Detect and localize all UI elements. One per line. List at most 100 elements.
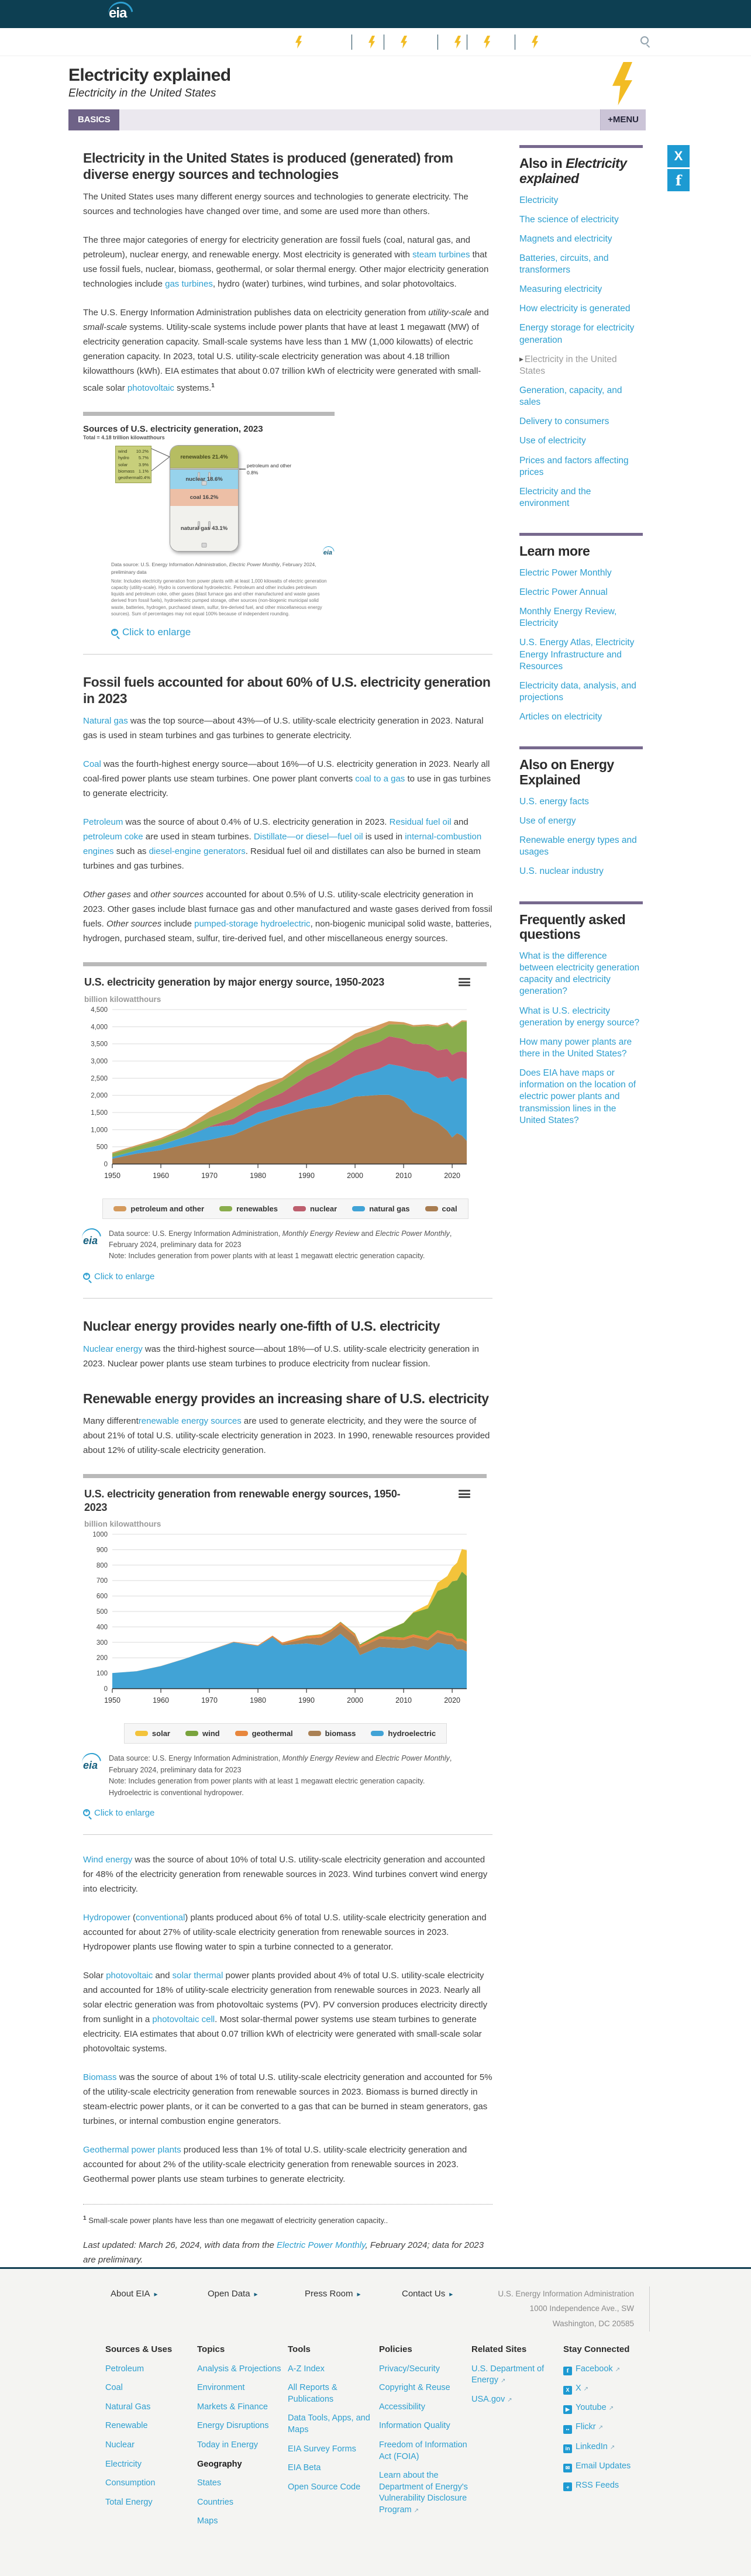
inline-link[interactable]: Natural gas (83, 716, 128, 726)
sidebar-link[interactable]: Electricity and the environment (519, 486, 591, 509)
footer-link[interactable]: Consumption (105, 2478, 156, 2488)
footer-link[interactable]: Accessibility (379, 2402, 425, 2412)
click-to-enlarge-link[interactable]: Click to enlarge (111, 626, 191, 638)
footer-link[interactable]: Facebook (576, 2364, 613, 2374)
footer-link[interactable]: Natural Gas (105, 2402, 151, 2412)
sidebar-link[interactable]: Measuring electricity (519, 284, 602, 295)
footer-link[interactable]: Markets & Finance (197, 2402, 268, 2412)
sidebar-link[interactable]: Magnets and electricity (519, 233, 612, 244)
footer-link[interactable]: Countries (197, 2497, 234, 2507)
footer-link[interactable]: A-Z Index (288, 2364, 325, 2374)
footer-link[interactable]: Petroleum (105, 2364, 144, 2374)
menu-button[interactable]: +MENU (600, 109, 646, 130)
footer-link[interactable]: Learn about the Department of Energy's V… (379, 2471, 468, 2515)
inline-link[interactable]: Geothermal power plants (83, 2145, 181, 2155)
sidebar-link[interactable]: Electricity (519, 195, 559, 205)
footer-link[interactable]: Environment (197, 2383, 245, 2393)
sidebar-link[interactable]: U.S. energy facts (519, 796, 589, 807)
chart-menu-icon[interactable] (459, 978, 470, 987)
chart-menu-icon[interactable] (459, 1490, 470, 1499)
sidebar-link[interactable]: Electricity data, analysis, and projecti… (519, 680, 636, 703)
footer-nav-about-eia[interactable]: About EIA ▸ (111, 2288, 158, 2299)
sidebar-link[interactable]: Renewable energy types and usages (519, 835, 637, 857)
footer-link[interactable]: Freedom of Information Act (FOIA) (379, 2440, 467, 2461)
inline-link[interactable]: diesel-engine generators (149, 846, 246, 857)
inline-link[interactable]: petroleum coke (83, 832, 143, 842)
sidebar-link[interactable]: Articles on electricity (519, 712, 602, 722)
sidebar-link[interactable]: Batteries, circuits, and transformers (519, 253, 609, 275)
footer-link[interactable]: LinkedIn (576, 2442, 608, 2452)
inline-link[interactable]: photovoltaic cell (152, 2014, 215, 2025)
sidebar-link[interactable]: Use of energy (519, 815, 576, 826)
footer-link[interactable]: Electricity (105, 2459, 142, 2469)
inline-link[interactable]: Nuclear energy (83, 1344, 143, 1354)
footer-link[interactable]: Nuclear (105, 2440, 135, 2450)
inline-link[interactable]: conventional (136, 1913, 185, 1923)
footer-nav-press-room[interactable]: Press Room ▸ (305, 2288, 361, 2299)
footer-link[interactable]: EIA Beta (288, 2463, 321, 2473)
footer-link[interactable]: Energy Disruptions (197, 2421, 269, 2431)
footer-nav-open-data[interactable]: Open Data ▸ (208, 2288, 258, 2299)
sidebar-link[interactable]: What is the difference between electrici… (519, 951, 640, 997)
inline-link[interactable]: photovoltaic (106, 1971, 153, 1981)
sidebar-link[interactable]: U.S. Energy Atlas, Electricity Energy In… (519, 638, 635, 671)
sidebar-link[interactable]: Use of electricity (519, 436, 586, 446)
footer-link[interactable]: Data Tools, Apps, and Maps (288, 2413, 370, 2435)
inline-link[interactable]: Residual fuel oil (389, 817, 452, 828)
inline-link[interactable]: renewable energy sources (138, 1416, 242, 1427)
sidebar-link[interactable]: Electric Power Annual (519, 587, 608, 598)
footer-link[interactable]: Analysis & Projections (197, 2364, 281, 2374)
footer-link[interactable]: EIA Survey Forms (288, 2444, 356, 2454)
footer-nav-contact-us[interactable]: Contact Us ▸ (402, 2288, 453, 2299)
sidebar-link[interactable]: Energy storage for electricity generatio… (519, 323, 635, 345)
footer-link[interactable]: All Reports & Publications (288, 2383, 337, 2404)
footer-link[interactable]: U.S. Department of Energy (471, 2364, 545, 2385)
footer-link[interactable]: Information Quality (379, 2421, 450, 2431)
top-nav-items[interactable] (295, 28, 538, 56)
footer-link[interactable]: Copyright & Reuse (379, 2383, 450, 2393)
sidebar-link[interactable]: Generation, capacity, and sales (519, 385, 622, 408)
click-to-enlarge-link[interactable]: Click to enlarge (83, 1808, 154, 1818)
inline-link[interactable]: Petroleum (83, 817, 123, 828)
sidebar-link[interactable]: Monthly Energy Review, Electricity (519, 607, 617, 629)
footer-link[interactable]: States (197, 2478, 222, 2488)
search-icon[interactable] (640, 36, 649, 44)
share-x-icon[interactable]: X (667, 145, 690, 167)
inline-link[interactable]: Coal (83, 759, 101, 770)
inline-link[interactable]: solar thermal (172, 1971, 223, 1981)
footer-link[interactable]: Privacy/Security (379, 2364, 440, 2374)
inline-link[interactable]: gas turbines (165, 279, 213, 290)
footer-link[interactable]: Renewable (105, 2421, 148, 2431)
footer-link[interactable]: Total Energy (105, 2497, 153, 2507)
sidebar-link[interactable]: U.S. nuclear industry (519, 866, 604, 877)
inline-link[interactable]: photovoltaic (127, 383, 174, 394)
inline-link[interactable]: Distillate—or diesel—fuel oil (253, 832, 363, 842)
inline-link[interactable]: pumped-storage hydroelectric (194, 919, 311, 929)
footer-link[interactable]: Open Source Code (288, 2482, 361, 2492)
inline-link[interactable]: Wind energy (83, 1855, 133, 1865)
footer-link[interactable]: Maps (197, 2516, 218, 2526)
footer-link[interactable]: USA.gov (471, 2394, 505, 2404)
share-facebook-icon[interactable]: f (667, 169, 690, 191)
footer-link[interactable]: Today in Energy (197, 2440, 258, 2450)
footer-link[interactable]: Email Updates (576, 2461, 631, 2471)
footer-link[interactable]: X (576, 2384, 581, 2394)
sidebar-link[interactable]: Delivery to consumers (519, 416, 609, 427)
sidebar-link[interactable]: Does EIA have maps or information on the… (519, 1068, 636, 1125)
inline-link[interactable]: coal to a gas (355, 774, 405, 784)
footer-link[interactable]: Youtube (576, 2402, 607, 2412)
inline-link[interactable]: internal-combustion engines (83, 832, 482, 857)
footer-link[interactable]: RSS Feeds (576, 2480, 619, 2490)
sidebar-link[interactable]: What is U.S. electricity generation by e… (519, 1005, 640, 1028)
sidebar-link[interactable]: Electric Power Monthly (519, 567, 612, 578)
inline-link[interactable]: steam turbines (412, 250, 470, 260)
sidebar-link[interactable]: How many power plants are there in the U… (519, 1036, 632, 1059)
footer-link[interactable]: Coal (105, 2383, 123, 2393)
inline-link[interactable]: Hydropower (83, 1913, 130, 1923)
footer-link[interactable]: Flickr (576, 2422, 596, 2432)
eia-logo[interactable]: eia (109, 5, 127, 21)
tab-basics[interactable]: BASICS (68, 109, 120, 130)
inline-link[interactable]: Biomass (83, 2072, 117, 2083)
sidebar-link[interactable]: How electricity is generated (519, 304, 631, 314)
sidebar-link[interactable]: The science of electricity (519, 214, 619, 225)
